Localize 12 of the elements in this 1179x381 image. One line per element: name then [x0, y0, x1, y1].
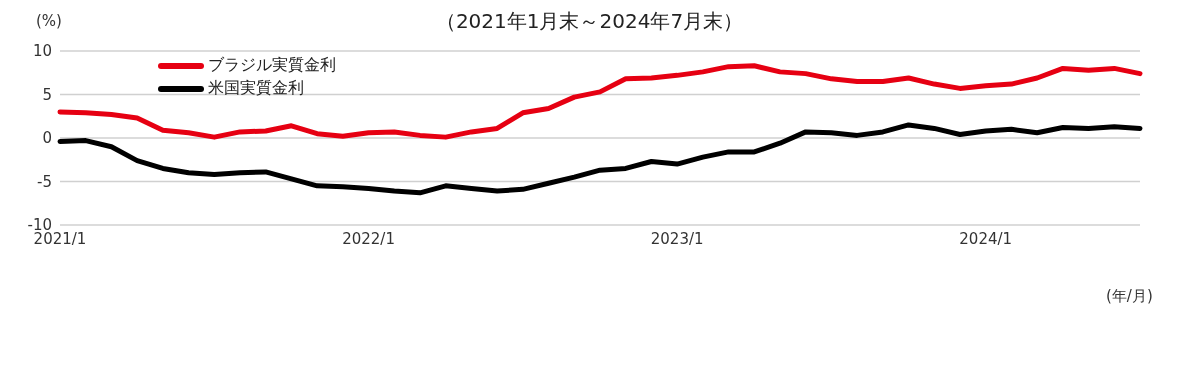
legend-label: 米国実質金利: [208, 78, 304, 99]
legend-label: ブラジル実質金利: [208, 55, 336, 76]
x-axis-title: (年/月): [1106, 287, 1153, 306]
x-tick-label: 2024/1: [959, 229, 1013, 248]
chart-title: （2021年1月末～2024年7月末）: [435, 9, 744, 33]
x-tick-label: 2023/1: [650, 229, 704, 248]
y-tick-label: 0: [42, 129, 52, 148]
y-tick-label: 5: [42, 85, 52, 104]
y-axis-title: (%): [36, 12, 62, 30]
x-tick-label: 2022/1: [342, 229, 395, 248]
y-tick-label: 10: [32, 42, 52, 61]
y-tick-label: -5: [37, 172, 52, 191]
